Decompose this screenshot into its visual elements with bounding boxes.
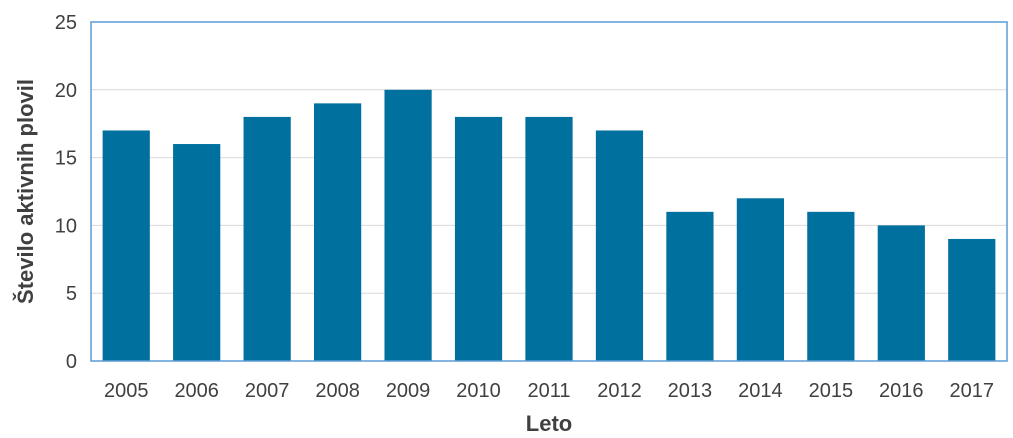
- bar-2015: [807, 211, 855, 361]
- bar-2012: [595, 130, 644, 361]
- y-tick-label: 0: [66, 351, 77, 373]
- y-axis-ticks: 0 5 10 15 20 25: [55, 12, 77, 373]
- x-tick-label: 2017: [950, 380, 995, 402]
- x-tick-label: 2008: [315, 380, 360, 402]
- y-tick-label: 5: [66, 283, 77, 305]
- bar-2006: [173, 144, 221, 361]
- y-tick-label: 15: [55, 148, 77, 170]
- bar-2009: [384, 89, 432, 362]
- bar-2011: [525, 116, 573, 361]
- y-axis-title: Število aktivnih plovil: [13, 79, 38, 304]
- bar-2010: [454, 116, 503, 361]
- bar-2013: [666, 211, 714, 361]
- y-tick-label: 10: [55, 215, 77, 237]
- bar-2016: [877, 225, 925, 361]
- x-tick-label: 2005: [104, 380, 149, 402]
- x-tick-label: 2009: [386, 380, 431, 402]
- bar-2017: [948, 238, 996, 361]
- y-tick-label: 20: [55, 80, 77, 102]
- x-tick-label: 2010: [456, 380, 501, 402]
- x-tick-label: 2016: [879, 380, 924, 402]
- x-tick-label: 2014: [738, 380, 783, 402]
- plot-area-frame: [90, 21, 1008, 362]
- x-tick-label: 2007: [245, 380, 290, 402]
- x-axis-title: Leto: [526, 411, 572, 436]
- x-tick-label: 2015: [809, 380, 854, 402]
- bars: [102, 89, 996, 362]
- x-tick-label: 2012: [597, 380, 642, 402]
- x-axis-ticks: 2005 2006 2007 2008 2009 2010 2011 2012 2013 2014…: [104, 380, 994, 402]
- bar-2014: [736, 198, 784, 361]
- x-tick-label: 2011: [527, 380, 570, 402]
- x-tick-label: 2013: [668, 380, 713, 402]
- x-tick-label: 2006: [174, 380, 219, 402]
- bar-2007: [243, 116, 291, 361]
- bar-2008: [314, 103, 362, 362]
- bar-2005: [102, 130, 150, 361]
- y-tick-label: 25: [55, 12, 77, 34]
